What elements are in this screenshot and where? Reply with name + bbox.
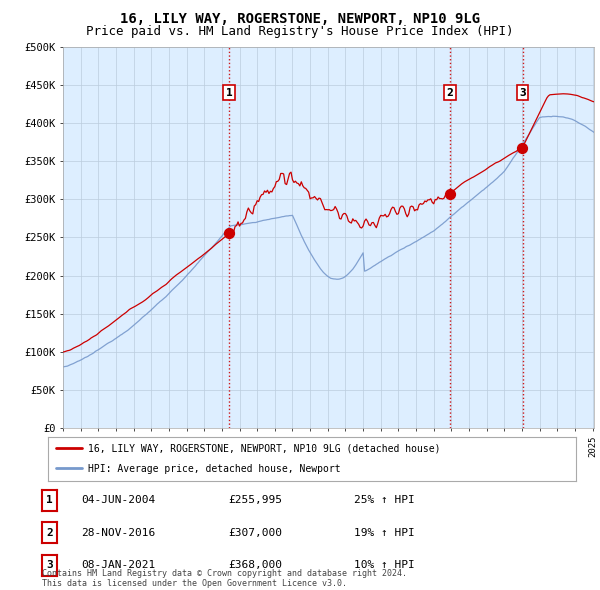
Text: 2: 2 — [446, 88, 454, 98]
Text: HPI: Average price, detached house, Newport: HPI: Average price, detached house, Newp… — [88, 464, 340, 474]
Text: 1: 1 — [226, 88, 233, 98]
Text: 3: 3 — [46, 560, 53, 570]
Text: 10% ↑ HPI: 10% ↑ HPI — [354, 560, 415, 570]
Point — [517, 143, 527, 152]
Text: 2: 2 — [46, 528, 53, 537]
Text: 16, LILY WAY, ROGERSTONE, NEWPORT, NP10 9LG (detached house): 16, LILY WAY, ROGERSTONE, NEWPORT, NP10 … — [88, 444, 440, 454]
Text: 3: 3 — [519, 88, 526, 98]
Text: £255,995: £255,995 — [228, 496, 282, 505]
Text: 1: 1 — [46, 496, 53, 505]
Text: Price paid vs. HM Land Registry's House Price Index (HPI): Price paid vs. HM Land Registry's House … — [86, 25, 514, 38]
Text: 08-JAN-2021: 08-JAN-2021 — [81, 560, 155, 570]
Text: 28-NOV-2016: 28-NOV-2016 — [81, 528, 155, 537]
Point — [445, 189, 455, 199]
Text: £307,000: £307,000 — [228, 528, 282, 537]
Text: 25% ↑ HPI: 25% ↑ HPI — [354, 496, 415, 505]
Text: Contains HM Land Registry data © Crown copyright and database right 2024.
This d: Contains HM Land Registry data © Crown c… — [42, 569, 407, 588]
Text: 19% ↑ HPI: 19% ↑ HPI — [354, 528, 415, 537]
Text: £368,000: £368,000 — [228, 560, 282, 570]
Text: 16, LILY WAY, ROGERSTONE, NEWPORT, NP10 9LG: 16, LILY WAY, ROGERSTONE, NEWPORT, NP10 … — [120, 12, 480, 26]
Point — [224, 228, 234, 238]
Text: 04-JUN-2004: 04-JUN-2004 — [81, 496, 155, 505]
